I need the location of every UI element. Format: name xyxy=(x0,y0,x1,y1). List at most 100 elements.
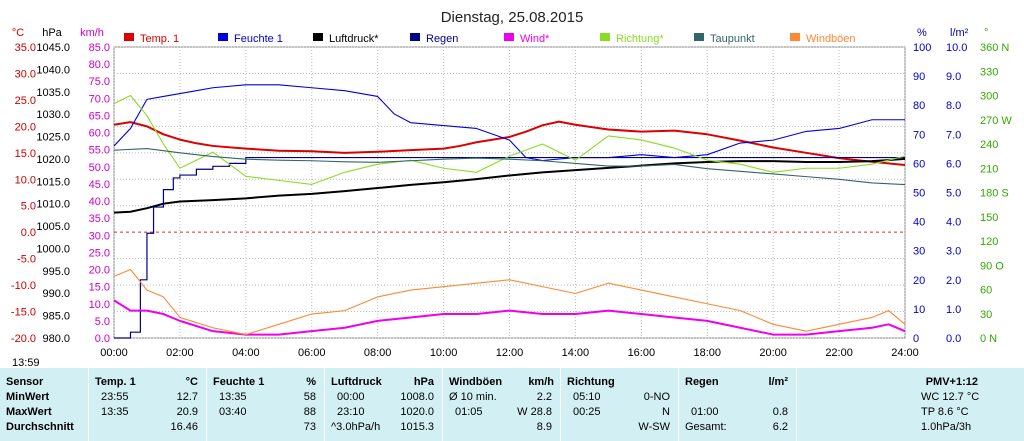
column-divider xyxy=(442,368,443,441)
y-tick-label: 6.0 xyxy=(946,158,961,170)
chart-canvas: Dienstag, 25.08.2015 Temp. 1 Feuchte 1 Luft… xyxy=(11,9,1012,368)
y-tick-label: 10.0 xyxy=(946,42,967,54)
column-divider xyxy=(560,368,561,441)
series-line-richtung xyxy=(113,94,906,185)
gusts-avg10-label: Ø 10 min. xyxy=(449,391,497,403)
legend-label: Temp. 1 xyxy=(140,33,179,45)
y-tick-label: 80.0 xyxy=(89,59,110,71)
direction-row1-time: 05:10 xyxy=(573,391,601,403)
row-label-avg: Durchschnitt xyxy=(6,421,74,433)
y-tick-label: -15.0 xyxy=(11,307,36,319)
y-tick-label: 75.0 xyxy=(89,76,110,88)
temp-max-value: 20.9 xyxy=(176,406,198,418)
y-tick-label: 1030.0 xyxy=(36,109,70,121)
y-tick-label: 30 xyxy=(980,309,992,321)
legend-swatch xyxy=(790,33,800,41)
y-tick-label: 30.0 xyxy=(15,68,36,80)
rain-total-label: Gesamt: xyxy=(685,421,727,433)
direction-column: Richtung 05:10 0-NO 00:25 N W-SW xyxy=(561,368,678,441)
temp-title: Temp. 1 xyxy=(95,376,136,388)
y-tick-label: 0 xyxy=(913,333,919,345)
y-axis-unit: % xyxy=(917,27,927,39)
y-tick-label: 10.0 xyxy=(15,174,36,186)
pressure-max-value: 1020.0 xyxy=(400,406,434,418)
rain-column: Regen l/m² 01:00 0.8 Gesamt: 6.2 xyxy=(679,368,796,441)
y-tick-label: 1010.0 xyxy=(36,199,70,211)
chart-start-time: 13:59 xyxy=(12,357,40,368)
y-tick-label: 1025.0 xyxy=(36,132,70,144)
direction-row1-value: 0-NO xyxy=(643,391,670,403)
sensor-column: Sensor MinWert MaxWert Durchschnitt xyxy=(0,368,88,441)
gusts-unit: km/h xyxy=(528,376,554,388)
series-line-wind xyxy=(113,299,906,336)
sensor-header: Sensor xyxy=(6,376,44,388)
y-tick-label: 20 xyxy=(913,275,925,287)
pmv-column: PMV+1:12 WC 12.7 °C TP 8.6 °C 1.0hPa/3h xyxy=(797,368,1024,441)
pressure-trend: ^3.0hPa/h xyxy=(331,421,381,433)
y-tick-label: 1015.0 xyxy=(36,176,70,188)
y-tick-label: 9.0 xyxy=(946,71,961,83)
y-tick-label: 40 xyxy=(913,217,925,229)
y-tick-label: 10 xyxy=(913,304,925,316)
y-tick-label: 15.0 xyxy=(15,148,36,160)
y-tick-label: 20.0 xyxy=(89,265,110,277)
legend-swatch xyxy=(410,33,420,41)
y-tick-label: 1045.0 xyxy=(36,42,70,54)
rain-max-value: 0.8 xyxy=(772,406,788,418)
y-tick-label: 8.0 xyxy=(946,100,961,112)
gusts-column: Windböen km/h Ø 10 min. 2.2 01:05 W 28.8… xyxy=(443,368,560,441)
y-tick-label: 60.0 xyxy=(89,128,110,140)
y-tick-label: 150 xyxy=(980,212,998,224)
weather-chart: Dienstag, 25.08.2015 Temp. 1 Feuchte 1 Luft… xyxy=(11,9,1012,368)
y-tick-label: 25.0 xyxy=(15,95,36,107)
pressure-min-time: 00:00 xyxy=(337,391,365,403)
y-tick-label: 980.0 xyxy=(42,333,70,345)
y-tick-label: 35.0 xyxy=(89,213,110,225)
y-tick-label: 990.0 xyxy=(42,288,70,300)
legend-label: Regen xyxy=(426,33,458,45)
y-tick-label: 1000.0 xyxy=(36,243,70,255)
series-line-temp-1 xyxy=(113,120,906,166)
pressure-column: Luftdruck hPa 00:00 1008.0 23:10 1020.0 … xyxy=(325,368,442,441)
series-line-luftdruck xyxy=(113,157,906,214)
y-tick-label: 35.0 xyxy=(15,42,36,54)
y-tick-label: -5.0 xyxy=(17,254,36,266)
y-tick-label: 7.0 xyxy=(946,129,961,141)
legend-label: Taupunkt xyxy=(710,33,755,45)
y-tick-label: 1005.0 xyxy=(36,221,70,233)
x-tick-label: 02:00 xyxy=(166,347,194,359)
humidity-avg-value: 73 xyxy=(303,421,316,433)
legend-swatch xyxy=(600,33,610,41)
y-axis-unit: l/m² xyxy=(950,27,969,39)
gusts-avg-value: 8.9 xyxy=(536,421,552,433)
column-divider xyxy=(88,368,89,441)
series-line-regen xyxy=(114,156,905,339)
y-tick-label: 210 xyxy=(980,163,998,175)
humidity-min-value: 58 xyxy=(303,391,316,403)
x-tick-label: 12:00 xyxy=(496,347,524,359)
legend-swatch xyxy=(218,33,228,41)
pressure-unit: hPa xyxy=(413,376,434,388)
y-tick-label: 0.0 xyxy=(21,227,36,239)
y-tick-label: 25.0 xyxy=(89,247,110,259)
temp-min-value: 12.7 xyxy=(176,391,198,403)
legend-label: Luftdruck* xyxy=(329,33,379,45)
legend-label: Richtung* xyxy=(616,33,664,45)
series-line-taupunkt xyxy=(113,148,906,186)
temp-unit: °C xyxy=(185,376,198,388)
direction-avg-value: W-SW xyxy=(638,421,670,433)
y-tick-label: 50.0 xyxy=(89,162,110,174)
y-tick-label: 5.0 xyxy=(95,316,110,328)
y-tick-label: 985.0 xyxy=(42,311,70,323)
y-tick-label: 0 N xyxy=(980,333,997,345)
y-tick-label: 300 xyxy=(980,91,998,103)
y-tick-label: 65.0 xyxy=(89,110,110,122)
x-tick-label: 16:00 xyxy=(628,347,656,359)
y-tick-label: 1020.0 xyxy=(36,154,70,166)
column-divider xyxy=(324,368,325,441)
y-tick-label: 240 xyxy=(980,139,998,151)
x-tick-label: 18:00 xyxy=(693,347,721,359)
humidity-max-value: 88 xyxy=(303,406,316,418)
y-tick-label: 90 xyxy=(913,71,925,83)
humidity-unit: % xyxy=(306,376,316,388)
